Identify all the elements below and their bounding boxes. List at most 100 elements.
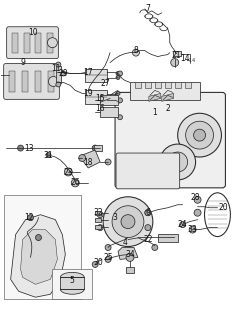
Circle shape [92, 145, 98, 151]
Circle shape [105, 256, 111, 262]
Circle shape [180, 222, 186, 228]
Circle shape [168, 152, 188, 172]
Text: 9: 9 [20, 58, 25, 67]
Bar [4, 195, 81, 299]
Bar [52, 269, 92, 299]
Text: 24: 24 [178, 220, 187, 229]
Circle shape [145, 210, 151, 216]
Bar [24, 33, 30, 52]
Bar [85, 68, 107, 83]
Bar [48, 70, 54, 92]
FancyBboxPatch shape [116, 153, 180, 189]
Polygon shape [149, 93, 161, 101]
Text: 30: 30 [93, 258, 103, 267]
Circle shape [97, 225, 103, 231]
Bar [158, 234, 178, 242]
Circle shape [118, 115, 123, 120]
FancyBboxPatch shape [7, 27, 58, 59]
Bar [95, 218, 101, 222]
Circle shape [47, 38, 57, 48]
Text: 2: 2 [165, 104, 170, 113]
Circle shape [126, 253, 134, 261]
Text: 31: 31 [44, 150, 53, 160]
Circle shape [61, 71, 66, 76]
Bar [12, 33, 18, 52]
Text: 21: 21 [172, 51, 182, 60]
Circle shape [194, 129, 205, 141]
Bar [165, 83, 171, 88]
Bar [126, 268, 134, 273]
Text: 14: 14 [180, 54, 189, 63]
Bar [135, 83, 141, 88]
Text: 34: 34 [125, 250, 135, 259]
Circle shape [105, 244, 111, 251]
FancyBboxPatch shape [4, 64, 59, 99]
Circle shape [97, 212, 103, 218]
Polygon shape [162, 93, 174, 101]
Bar [185, 83, 191, 88]
Bar [9, 70, 15, 92]
Text: 32: 32 [93, 208, 103, 217]
Circle shape [18, 145, 24, 151]
Text: 28: 28 [191, 193, 200, 202]
Circle shape [105, 159, 111, 165]
Bar [95, 225, 101, 228]
Text: 16: 16 [95, 104, 105, 113]
Bar [155, 83, 161, 88]
Bar [94, 145, 102, 151]
Text: 3: 3 [113, 213, 118, 222]
Text: 10: 10 [29, 28, 38, 37]
Circle shape [160, 144, 196, 180]
Text: 17: 17 [83, 68, 93, 77]
Circle shape [46, 153, 51, 157]
Circle shape [64, 168, 72, 176]
Text: 18: 18 [83, 158, 93, 167]
Bar [95, 211, 101, 215]
Circle shape [116, 92, 120, 95]
Text: 22: 22 [143, 235, 153, 244]
Bar [173, 51, 181, 56]
Text: 15: 15 [95, 94, 105, 103]
Circle shape [116, 71, 120, 76]
Circle shape [79, 155, 86, 162]
Bar [145, 83, 151, 88]
Ellipse shape [60, 272, 84, 282]
Circle shape [171, 59, 179, 67]
Bar [35, 33, 42, 52]
FancyBboxPatch shape [115, 92, 225, 188]
Circle shape [116, 76, 120, 79]
Bar [85, 90, 107, 104]
Circle shape [48, 76, 58, 86]
Text: 12: 12 [24, 213, 33, 222]
Circle shape [116, 99, 120, 103]
Text: 13: 13 [24, 144, 33, 153]
Circle shape [118, 98, 123, 103]
Polygon shape [82, 150, 100, 168]
Polygon shape [11, 215, 65, 297]
Circle shape [103, 197, 153, 246]
Circle shape [194, 196, 201, 203]
Circle shape [145, 210, 151, 216]
Text: 11: 11 [52, 64, 61, 73]
Text: 25: 25 [103, 253, 113, 262]
Circle shape [186, 121, 214, 149]
Ellipse shape [60, 284, 84, 294]
Circle shape [121, 215, 135, 228]
Circle shape [132, 49, 139, 56]
Circle shape [112, 206, 144, 237]
Circle shape [152, 244, 158, 251]
Text: ─14: ─14 [186, 58, 195, 63]
Text: 7: 7 [145, 4, 150, 13]
Text: 27: 27 [100, 79, 110, 88]
Text: 26: 26 [70, 178, 80, 188]
Circle shape [56, 62, 61, 67]
Circle shape [56, 82, 61, 87]
Text: 23: 23 [63, 168, 73, 177]
Text: 5: 5 [70, 276, 75, 285]
Bar [22, 70, 28, 92]
Circle shape [178, 113, 221, 157]
Bar [56, 66, 61, 84]
Bar [60, 277, 84, 289]
Circle shape [92, 261, 98, 268]
Circle shape [145, 225, 151, 231]
